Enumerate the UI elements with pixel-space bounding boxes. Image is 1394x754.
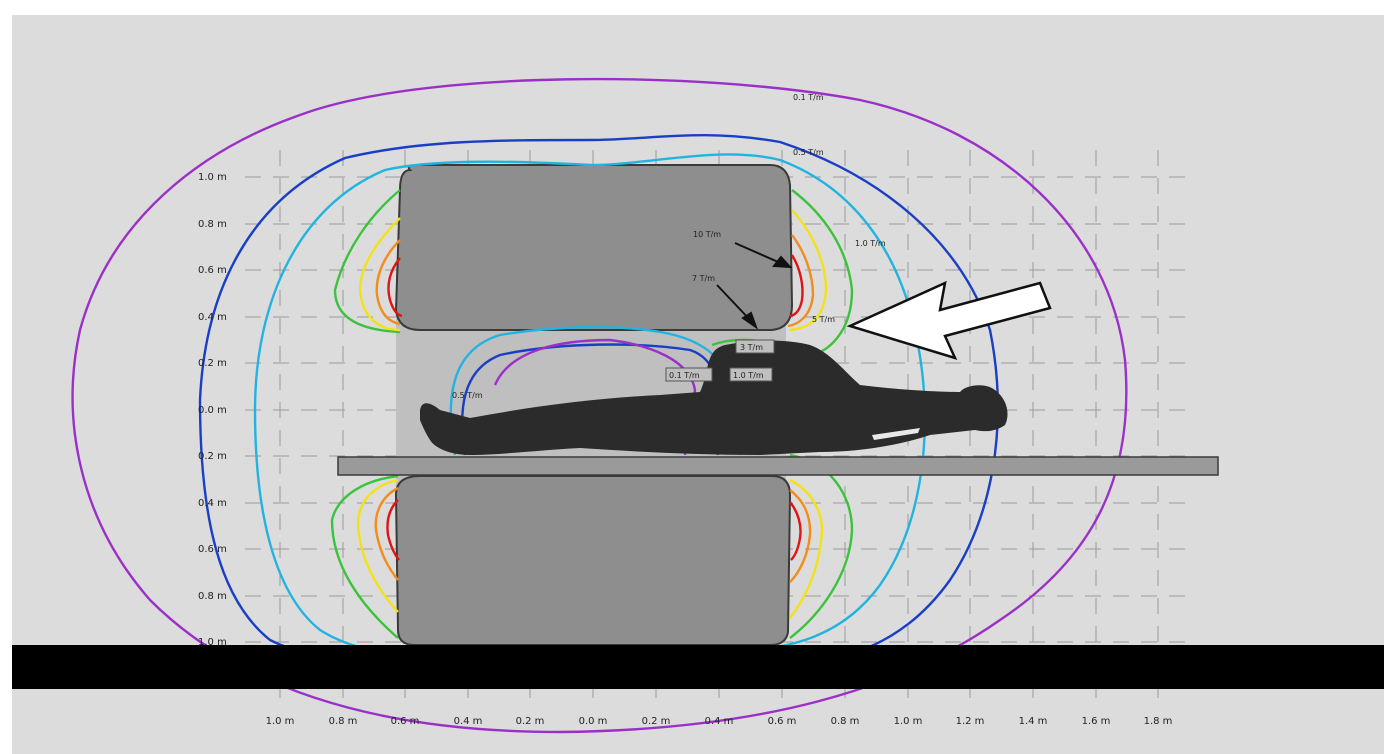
y-axis-tick-label: 0.2 m [198, 451, 227, 462]
contour-10-tm-lower-left [386, 499, 400, 561]
label-1-tm-outer: 1.0 T/m [855, 239, 886, 248]
x-axis-labels: 1.0 m 0.8 m 0.6 m 0.4 m 0.2 m 0.0 m 0.2 m 0.4 m… [266, 716, 1173, 727]
x-axis-tick-label: 1.2 m [956, 716, 985, 727]
y-axis-tick-label: 0.4 m [198, 312, 227, 323]
y-axis-tick-label: 0.6 m [198, 265, 227, 276]
x-axis-tick-label: 0.4 m [705, 716, 734, 727]
label-box-0-1-tm-inner [665, 367, 713, 382]
contour-3-tm-upper-right [791, 189, 854, 360]
label-7-tm: 7 T/m [692, 274, 715, 283]
magnet-lower-half [394, 475, 792, 646]
label-box-1-tm-inner [729, 367, 773, 382]
y-axis-tick-label: 1.0 m [198, 172, 227, 183]
contour-10-tm-lower-right [789, 501, 802, 561]
y-axis-tick-label: 0.8 m [198, 219, 227, 230]
label-box-3-tm [735, 339, 775, 354]
magnet-upper-half [394, 164, 794, 331]
y-axis-tick-label: 1.0 m [198, 637, 227, 648]
floor-band [12, 645, 1384, 689]
contour-7-tm-upper-left [375, 239, 401, 326]
x-axis-tick-label: 0.6 m [768, 716, 797, 727]
y-axis-tick-label: 0.0 m [198, 405, 227, 416]
contour-3-tm-lower-left [330, 474, 399, 639]
label-0-1-tm-inner: 0.1 T/m [669, 371, 700, 380]
label-5-tm: 5 T/m [812, 315, 835, 324]
x-axis-tick-label: 1.6 m [1082, 716, 1111, 727]
label-0-1-tm-outer: 0.1 T/m [793, 93, 824, 102]
x-axis-tick-label: 0.6 m [391, 716, 420, 727]
contour-10-tm-upper-left [387, 257, 403, 318]
y-axis-tick-label: 0.6 m [198, 544, 227, 555]
contour-5-tm-lower-left [356, 478, 399, 613]
y-axis-labels: 1.0 m 0.8 m 0.6 m 0.4 m 0.2 m 0.0 m 0.2 m 0.4 m… [198, 172, 227, 648]
contour-7-tm-upper-right [787, 234, 815, 328]
x-axis-tick-label: 0.0 m [579, 716, 608, 727]
label-3-tm: 3 T/m [740, 343, 763, 352]
contour-1-tm-outer [253, 153, 926, 660]
x-axis-tick-label: 1.8 m [1144, 716, 1173, 727]
patient-table [337, 456, 1219, 476]
patient-highlight [872, 428, 920, 440]
patient-silhouette [420, 340, 1008, 455]
contour-7-tm-lower-left [374, 486, 399, 581]
contour-5-tm-upper-left [358, 217, 401, 332]
x-axis-tick-label: 0.8 m [329, 716, 358, 727]
contour-5-tm-lower-right [789, 478, 824, 619]
x-axis-tick-label: 0.2 m [516, 716, 545, 727]
x-axis-tick-label: 0.4 m [454, 716, 483, 727]
y-axis-tick-label: 0.2 m [198, 358, 227, 369]
y-axis-tick-label: 0.8 m [198, 591, 227, 602]
contour-0-1-tm-outer [71, 77, 1128, 734]
label-0-5-tm-inner: 0.5 T/m [452, 391, 483, 400]
x-axis-tick-label: 1.4 m [1019, 716, 1048, 727]
contour-10-tm-upper-right [789, 254, 804, 318]
x-axis-tick-label: 1.0 m [894, 716, 923, 727]
y-axis-tick-label: 0.4 m [198, 498, 227, 509]
x-axis-tick-label: 0.8 m [831, 716, 860, 727]
label-10-tm: 10 T/m [693, 230, 721, 239]
x-axis-tick-label: 0.2 m [642, 716, 671, 727]
contour-7-tm-lower-right [789, 489, 812, 583]
x-axis-tick-label: 1.0 m [266, 716, 295, 727]
contour-3-tm-upper-left [333, 189, 401, 334]
leader-arrows [716, 242, 793, 330]
contour-5-tm-upper-right [789, 209, 828, 332]
pointer-arrow [846, 280, 1052, 361]
label-0-5-tm-outer: 0.5 T/m [793, 148, 824, 157]
label-1-tm-inner: 1.0 T/m [733, 371, 764, 380]
